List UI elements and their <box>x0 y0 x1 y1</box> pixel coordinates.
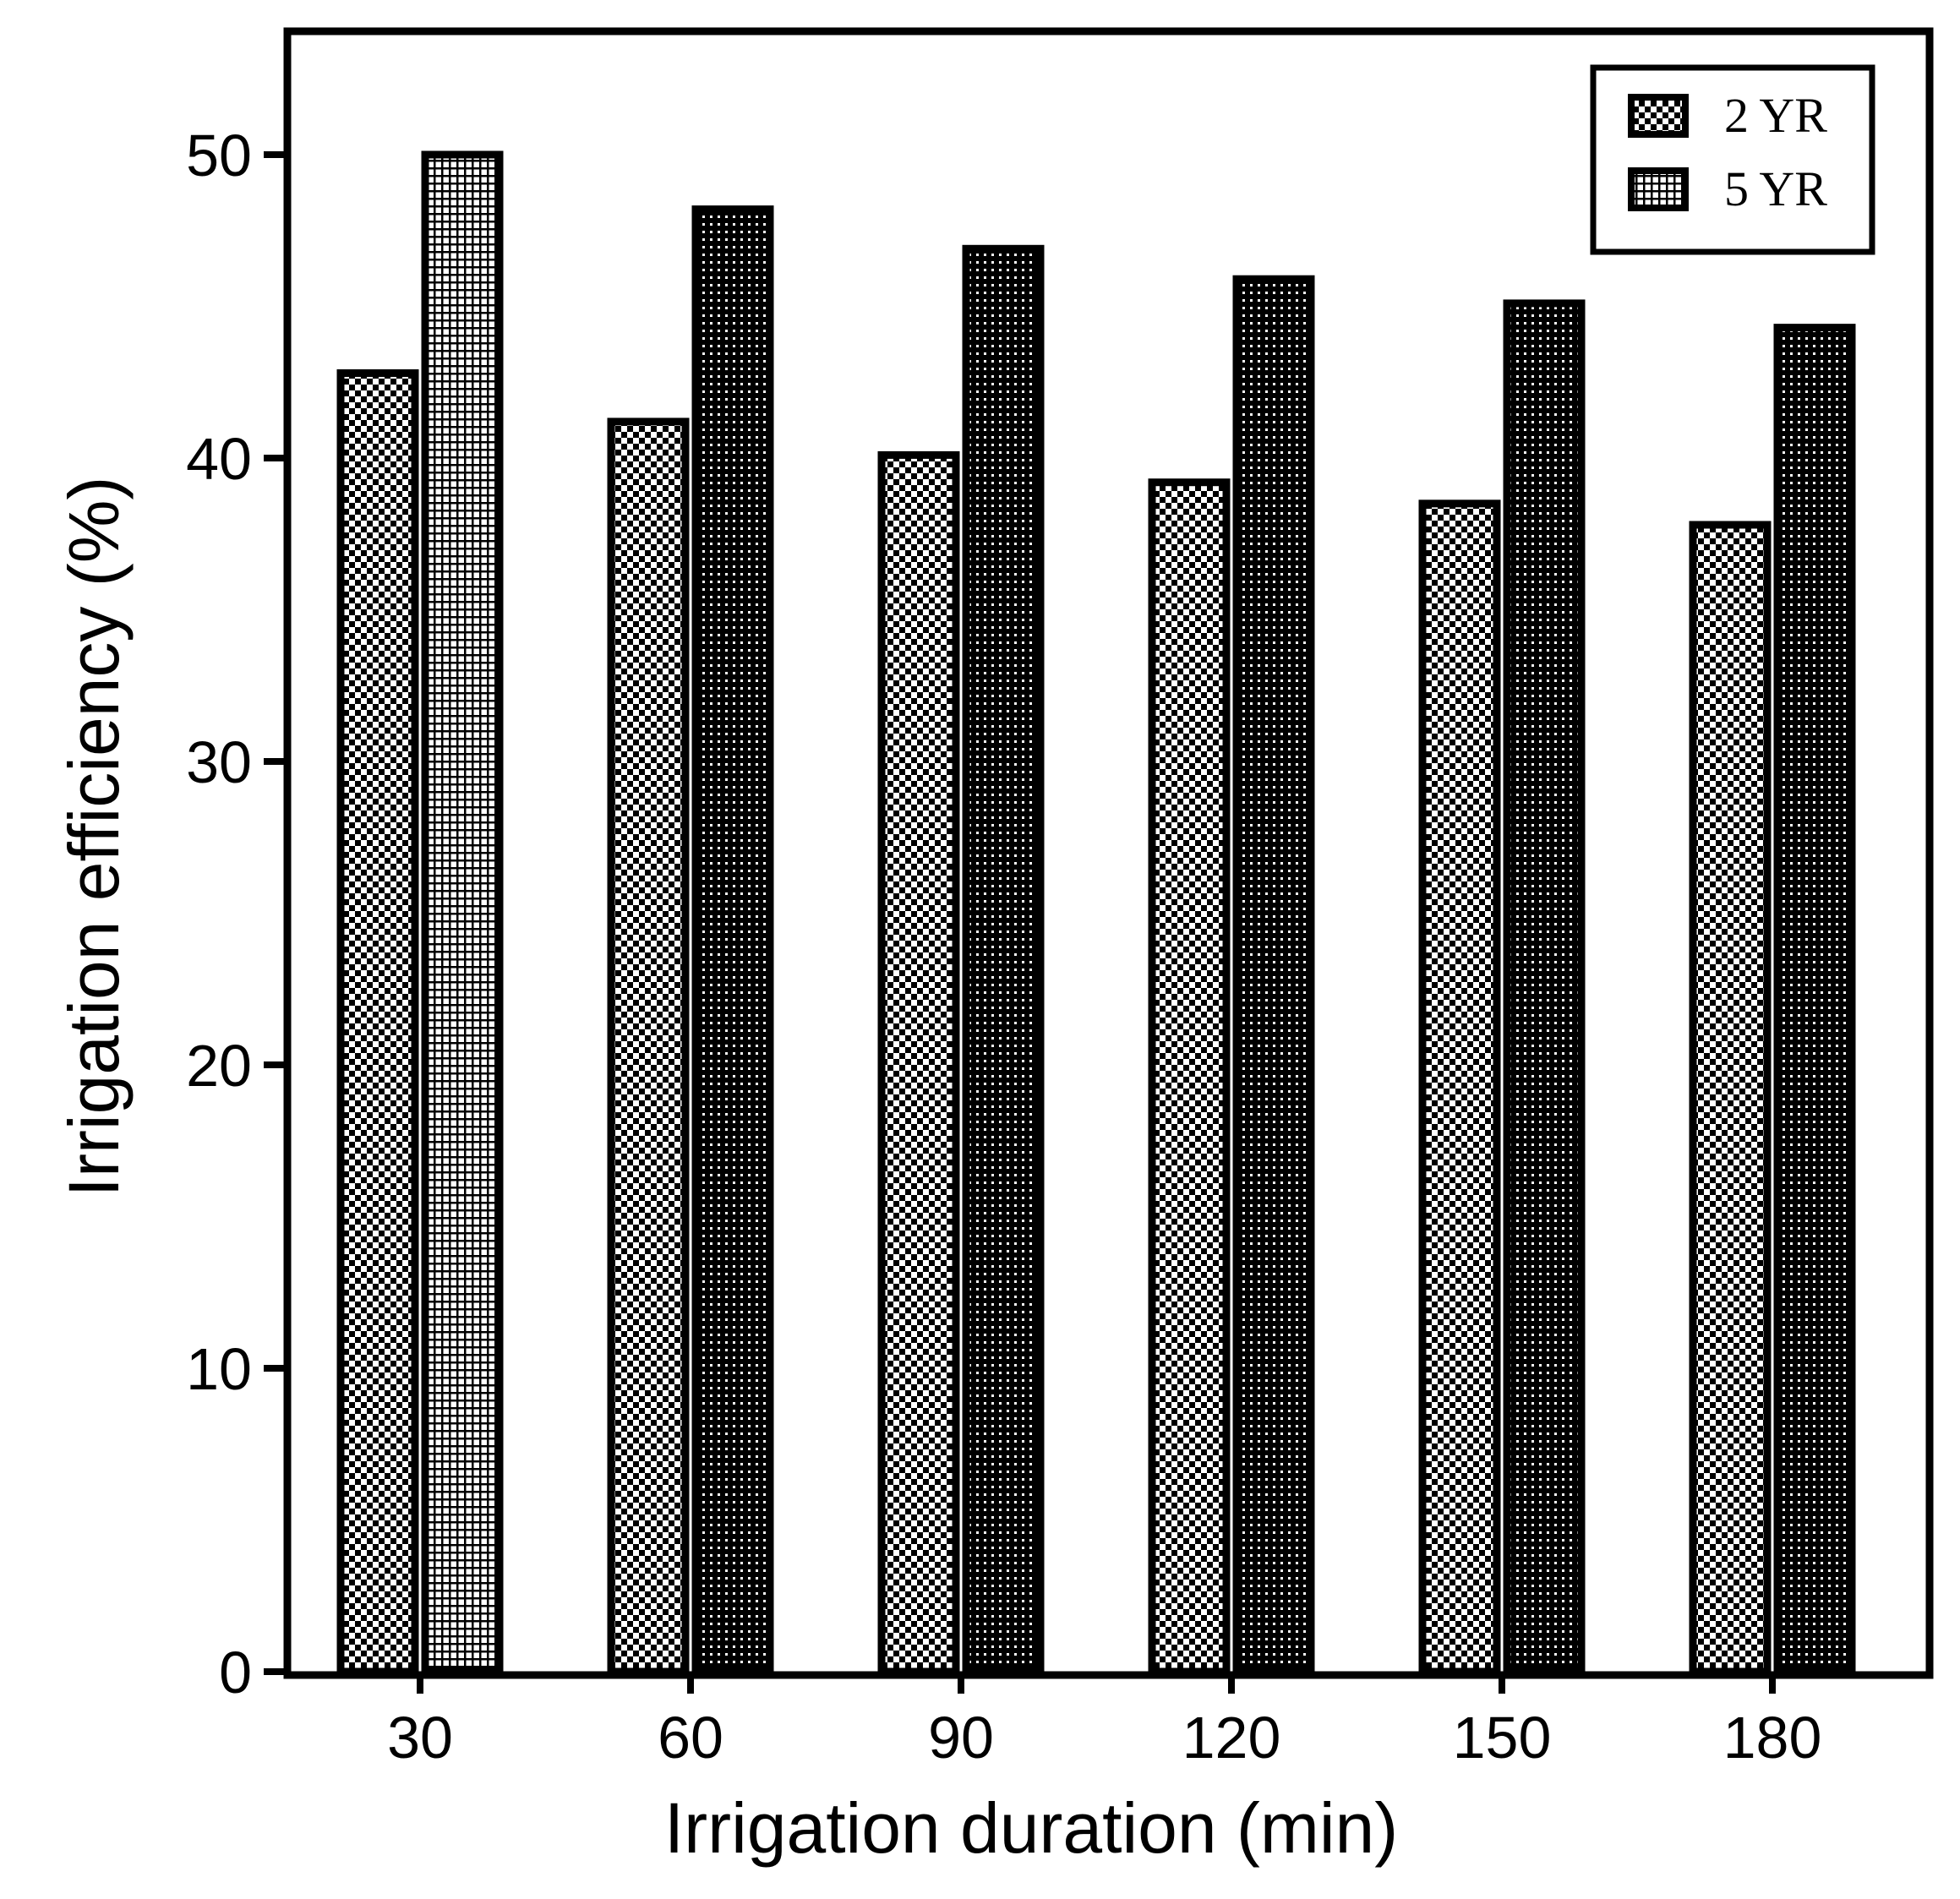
plot-frame <box>283 27 1934 1679</box>
y-tick-label-50: 50 <box>186 123 252 188</box>
legend: 2 YR 5 YR <box>1590 64 1875 255</box>
bar-2yr-120 <box>1148 478 1231 1676</box>
bar-5yr-120 <box>1232 275 1315 1676</box>
legend-swatch-2yr <box>1628 94 1689 138</box>
y-axis-title: Irrigation efficiency (%) <box>54 477 134 1198</box>
x-tick-label-60: 60 <box>658 1705 723 1771</box>
x-axis: 30 60 90 120 150 180 <box>387 1672 1821 1771</box>
legend-label-5yr: 5 YR <box>1724 161 1827 216</box>
bar-5yr-60 <box>691 205 774 1676</box>
y-tick-label-30: 30 <box>186 729 252 795</box>
x-tick-label-30: 30 <box>387 1705 453 1771</box>
y-tick-label-20: 20 <box>186 1033 252 1099</box>
bar-2yr-90 <box>877 450 960 1676</box>
bar-5yr-150 <box>1503 299 1586 1676</box>
bar-5yr-180 <box>1773 324 1856 1676</box>
bars-layer <box>336 150 1856 1676</box>
legend-swatch-5yr <box>1628 167 1689 211</box>
bar-2yr-60 <box>607 417 690 1676</box>
x-tick-label-90: 90 <box>928 1705 994 1771</box>
y-tick-label-10: 10 <box>186 1336 252 1402</box>
bar-2yr-150 <box>1418 499 1501 1676</box>
legend-label-2yr: 2 YR <box>1724 88 1827 143</box>
x-tick-label-180: 180 <box>1723 1705 1822 1771</box>
x-tick-label-120: 120 <box>1182 1705 1281 1771</box>
bar-5yr-90 <box>962 244 1045 1676</box>
bar-2yr-30 <box>336 368 419 1676</box>
y-axis: 0 10 20 30 40 50 <box>186 123 287 1705</box>
bar-2yr-180 <box>1689 521 1772 1676</box>
x-tick-label-150: 150 <box>1453 1705 1552 1771</box>
x-axis-title: Irrigation duration (min) <box>664 1788 1398 1868</box>
bar-5yr-30 <box>421 150 504 1676</box>
y-tick-label-0: 0 <box>219 1640 252 1705</box>
y-tick-label-40: 40 <box>186 426 252 492</box>
